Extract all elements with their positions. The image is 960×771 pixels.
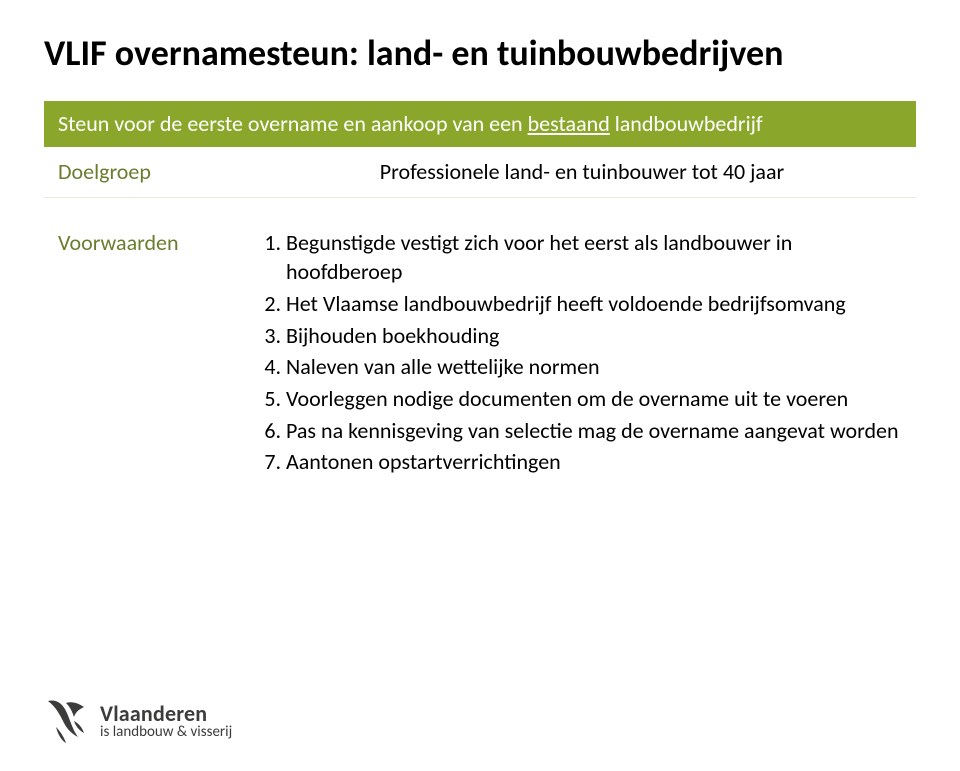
list-item: Aantonen opstartverrichtingen [286, 447, 902, 477]
table-row: Voorwaarden Begunstigde vestigt zich voo… [44, 218, 916, 490]
row-separator [44, 197, 916, 218]
voorwaarden-label: Voorwaarden [44, 218, 248, 490]
list-item: Naleven van alle wettelijke normen [286, 352, 902, 382]
footer-line1: Vlaanderen [100, 702, 232, 725]
footer-text: Vlaanderen is landbouw & visserij [100, 702, 232, 741]
list-item: Pas na kennisgeving van selectie mag de … [286, 416, 902, 446]
footer-line2: is landbouw & visserij [100, 725, 232, 741]
list-item: Begunstigde vestigt zich voor het eerst … [286, 228, 902, 287]
voorwaarden-cell: Begunstigde vestigt zich voor het eerst … [248, 218, 916, 490]
header-prefix: Steun voor de eerste overname en aankoop… [58, 110, 528, 137]
slide: VLIF overnamesteun: land- en tuinbouwbed… [0, 0, 960, 771]
doelgroep-value: Professionele land- en tuinbouwer tot 40… [248, 147, 916, 197]
voorwaarden-list: Begunstigde vestigt zich voor het eerst … [262, 228, 902, 478]
list-item: Het Vlaamse landbouwbedrijf heeft voldoe… [286, 289, 902, 319]
header-underlined: bestaand [528, 110, 610, 137]
vlaanderen-logo-icon [44, 697, 88, 745]
table-header-cell: Steun voor de eerste overname en aankoop… [44, 101, 916, 147]
table-header-row: Steun voor de eerste overname en aankoop… [44, 101, 916, 147]
header-suffix: landbouwbedrijf [610, 110, 763, 137]
content-table: Steun voor de eerste overname en aankoop… [44, 101, 916, 489]
list-item: Bijhouden boekhouding [286, 321, 902, 351]
doelgroep-label: Doelgroep [44, 147, 248, 197]
footer: Vlaanderen is landbouw & visserij [44, 697, 232, 745]
list-item: Voorleggen nodige documenten om de overn… [286, 384, 902, 414]
table-row: Doelgroep Professionele land- en tuinbou… [44, 147, 916, 197]
page-title: VLIF overnamesteun: land- en tuinbouwbed… [44, 32, 916, 75]
